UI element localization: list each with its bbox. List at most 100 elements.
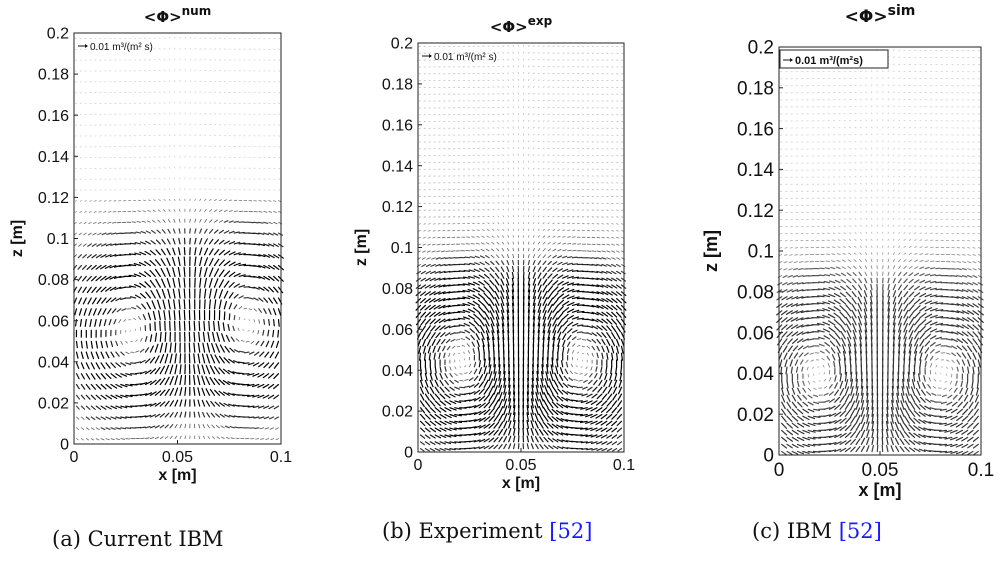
vector-arrow bbox=[218, 209, 223, 212]
vector-arrow bbox=[601, 338, 606, 346]
vector-arrow bbox=[468, 412, 477, 416]
vector-arrow bbox=[496, 323, 500, 334]
vector-arrow bbox=[479, 268, 485, 272]
vector-arrow bbox=[566, 341, 571, 347]
vector-arrow bbox=[557, 325, 563, 334]
vector-arrow bbox=[205, 376, 211, 386]
vector-arrow bbox=[790, 366, 793, 374]
vector-arrow bbox=[163, 102, 166, 104]
vector-arrow bbox=[204, 238, 208, 245]
vector-arrow bbox=[839, 373, 843, 382]
vector-arrow bbox=[135, 231, 142, 234]
vector-arrow bbox=[419, 400, 425, 408]
vector-arrow bbox=[221, 333, 225, 342]
vector-arrow bbox=[807, 387, 812, 392]
vector-arrow bbox=[223, 290, 229, 299]
vector-arrow bbox=[547, 273, 553, 279]
vector-arrow bbox=[571, 263, 579, 266]
vector-arrow bbox=[807, 436, 816, 440]
vector-arrow bbox=[619, 373, 623, 382]
vector-arrow bbox=[842, 350, 847, 361]
vector-arrow bbox=[468, 315, 475, 320]
vector-arrow bbox=[188, 320, 191, 331]
vector-arrow bbox=[416, 277, 422, 282]
vector-arrow bbox=[492, 181, 495, 184]
vector-arrow bbox=[174, 188, 176, 191]
vector-arrow bbox=[542, 228, 545, 231]
vector-arrow bbox=[573, 379, 578, 381]
vector-arrow bbox=[154, 425, 160, 429]
vector-arrow bbox=[503, 413, 508, 422]
vector-arrow bbox=[512, 58, 514, 61]
vector-arrow bbox=[477, 293, 485, 300]
vector-arrow bbox=[101, 297, 107, 304]
y-tick-label: 0 bbox=[60, 437, 69, 454]
vector-arrow bbox=[189, 144, 191, 148]
vector-arrow bbox=[488, 371, 493, 381]
vector-arrow bbox=[86, 254, 92, 259]
vector-arrow bbox=[572, 343, 576, 347]
vector-arrow bbox=[543, 436, 549, 443]
vector-arrow bbox=[497, 181, 500, 184]
vector-arrow bbox=[547, 430, 554, 436]
vector-arrow bbox=[214, 177, 217, 180]
vector-arrow bbox=[110, 394, 118, 399]
vector-arrow bbox=[511, 265, 515, 272]
vector-arrow bbox=[428, 352, 431, 361]
vector-arrow bbox=[149, 260, 156, 267]
vector-arrow bbox=[840, 330, 847, 340]
y-tick-label: 0.16 bbox=[38, 108, 69, 125]
vector-arrow bbox=[74, 189, 77, 191]
vector-arrow bbox=[843, 357, 847, 368]
vector-arrow bbox=[189, 91, 192, 93]
y-tick-label: 0.12 bbox=[382, 199, 413, 216]
vector-arrow bbox=[526, 443, 530, 450]
vector-arrow bbox=[168, 188, 171, 191]
vector-arrow bbox=[596, 257, 602, 260]
vector-arrow bbox=[84, 167, 87, 170]
vector-arrow bbox=[790, 324, 799, 330]
vector-arrow bbox=[586, 311, 595, 315]
vector-arrow bbox=[238, 306, 243, 310]
vector-arrow bbox=[459, 379, 464, 382]
vector-arrow bbox=[502, 154, 505, 156]
y-tick-label: 0.06 bbox=[38, 313, 69, 330]
vector-arrow bbox=[620, 352, 624, 361]
vector-arrow bbox=[199, 198, 202, 202]
vector-arrow bbox=[550, 364, 554, 375]
vector-arrow bbox=[464, 379, 469, 381]
vector-arrow bbox=[443, 318, 451, 323]
vector-arrow bbox=[204, 166, 207, 169]
vector-arrow bbox=[470, 249, 475, 252]
vector-arrow bbox=[273, 275, 280, 282]
vector-arrow bbox=[216, 436, 220, 440]
vector-arrow bbox=[440, 250, 446, 253]
vector-arrow bbox=[248, 351, 255, 355]
vector-arrow bbox=[424, 420, 431, 427]
vector-arrow bbox=[109, 254, 117, 258]
vector-arrow bbox=[605, 413, 613, 420]
vector-arrow bbox=[571, 336, 577, 341]
vector-arrow bbox=[194, 123, 197, 126]
vector-arrow bbox=[600, 420, 608, 426]
vector-arrow bbox=[848, 245, 852, 248]
vector-arrow bbox=[828, 442, 837, 445]
vector-arrow bbox=[75, 394, 81, 400]
vector-arrow bbox=[144, 281, 151, 288]
vector-arrow bbox=[166, 257, 171, 267]
vector-arrow bbox=[462, 309, 471, 313]
vector-arrow bbox=[615, 352, 619, 361]
vector-arrow bbox=[255, 340, 260, 346]
vector-arrow bbox=[210, 400, 216, 407]
vector-arrow bbox=[542, 284, 548, 293]
vector-arrow bbox=[135, 372, 142, 375]
vector-arrow bbox=[790, 239, 793, 242]
vector-arrow bbox=[79, 178, 82, 181]
vector-arrow bbox=[502, 65, 505, 68]
vector-arrow bbox=[823, 428, 832, 431]
vector-arrow bbox=[796, 401, 803, 408]
vector-arrow bbox=[606, 230, 610, 232]
vector-arrow bbox=[221, 436, 225, 440]
vector-arrow bbox=[507, 58, 510, 61]
vector-arrow bbox=[503, 428, 508, 436]
